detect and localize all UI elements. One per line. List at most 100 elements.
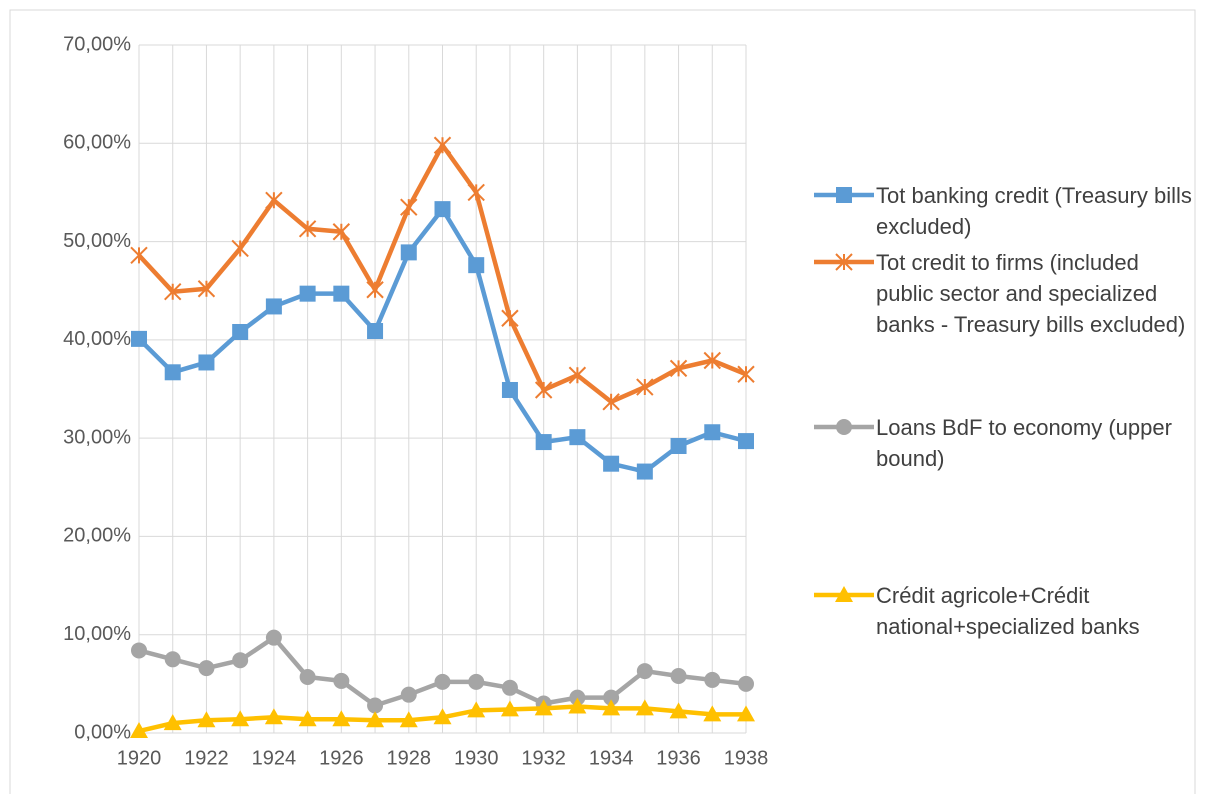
- marker: [163, 714, 182, 731]
- y-tick-label: 0,00%: [74, 721, 131, 743]
- legend-label: Loans BdF to economy (upper bound): [876, 415, 1172, 471]
- marker: [164, 282, 182, 301]
- marker: [198, 354, 215, 371]
- marker: [738, 433, 754, 450]
- marker: [433, 136, 452, 154]
- marker: [603, 455, 620, 472]
- marker: [367, 697, 384, 714]
- marker: [670, 438, 687, 455]
- y-tick-label: 50,00%: [63, 230, 131, 252]
- marker: [332, 223, 351, 241]
- y-tick-label: 10,00%: [63, 623, 131, 645]
- marker: [737, 365, 755, 383]
- marker: [232, 323, 249, 340]
- x-tick-label: 1920: [117, 747, 162, 769]
- marker: [366, 711, 385, 728]
- x-tick-label: 1932: [521, 747, 566, 769]
- marker: [501, 679, 518, 696]
- marker: [400, 686, 417, 703]
- marker: [231, 710, 250, 727]
- y-tick-label: 30,00%: [63, 426, 131, 448]
- marker: [738, 675, 754, 692]
- marker: [332, 710, 351, 727]
- marker: [670, 667, 687, 684]
- y-tick-label: 40,00%: [63, 328, 131, 350]
- marker: [130, 246, 148, 265]
- legend-marker: [835, 253, 853, 271]
- marker: [400, 244, 417, 261]
- x-tick-label: 1930: [454, 747, 499, 769]
- marker: [569, 429, 586, 446]
- marker: [704, 671, 721, 688]
- y-tick-label: 60,00%: [63, 132, 131, 154]
- marker: [164, 364, 181, 381]
- marker: [669, 702, 688, 719]
- marker: [299, 668, 316, 685]
- x-tick-label: 1928: [387, 747, 432, 769]
- marker: [468, 257, 485, 274]
- marker: [298, 220, 317, 238]
- marker: [265, 191, 283, 209]
- y-tick-label: 20,00%: [63, 525, 131, 547]
- marker: [468, 673, 485, 690]
- marker: [333, 672, 350, 689]
- marker: [232, 652, 249, 669]
- marker: [198, 660, 215, 677]
- marker: [635, 699, 654, 716]
- legend-marker: [835, 586, 853, 602]
- y-tick-label: 70,00%: [63, 33, 131, 55]
- marker: [265, 298, 282, 315]
- marker: [265, 629, 282, 646]
- marker: [500, 700, 519, 717]
- marker: [399, 711, 418, 728]
- marker: [568, 697, 587, 714]
- marker: [534, 699, 553, 716]
- marker: [501, 309, 519, 327]
- marker: [264, 708, 283, 725]
- marker: [534, 381, 553, 399]
- x-tick-label: 1922: [184, 747, 229, 769]
- marker: [703, 351, 721, 370]
- marker: [299, 285, 316, 302]
- legend-label: Tot credit to firms (included public sec…: [876, 250, 1186, 337]
- marker: [669, 359, 688, 378]
- marker: [501, 381, 518, 398]
- marker: [197, 711, 216, 728]
- marker: [467, 183, 485, 202]
- marker: [367, 323, 384, 340]
- marker: [636, 663, 653, 680]
- marker: [231, 239, 249, 258]
- marker: [602, 699, 621, 716]
- chart-border: [9, 9, 1196, 794]
- marker: [568, 366, 587, 384]
- x-tick-label: 1936: [656, 747, 701, 769]
- marker: [636, 463, 653, 480]
- x-tick-label: 1924: [252, 747, 297, 769]
- marker: [636, 378, 654, 396]
- marker: [535, 434, 552, 451]
- marker: [603, 689, 620, 706]
- legend-label: Tot banking credit (Treasury bills exclu…: [876, 183, 1192, 239]
- legend-marker: [836, 187, 852, 203]
- x-tick-label: 1926: [319, 747, 364, 769]
- marker: [131, 642, 147, 659]
- marker: [704, 424, 721, 441]
- marker: [400, 198, 418, 216]
- marker: [130, 722, 148, 739]
- marker: [433, 708, 452, 725]
- x-tick-label: 1938: [724, 747, 769, 769]
- marker: [164, 651, 181, 668]
- marker: [131, 330, 147, 347]
- marker: [703, 705, 722, 722]
- marker: [434, 673, 451, 690]
- marker: [737, 705, 755, 722]
- marker: [197, 280, 216, 298]
- marker: [333, 285, 350, 302]
- marker: [366, 281, 384, 299]
- x-tick-label: 1934: [589, 747, 634, 769]
- marker: [602, 393, 620, 411]
- marker: [467, 701, 486, 718]
- marker: [298, 710, 317, 727]
- legend-marker: [836, 419, 852, 435]
